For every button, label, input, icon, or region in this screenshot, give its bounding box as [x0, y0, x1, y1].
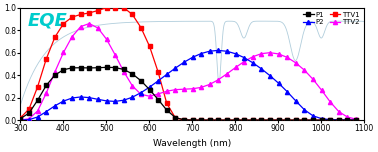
X-axis label: Wavelength (nm): Wavelength (nm)	[153, 139, 231, 148]
Legend: P1, P2, TTV1, TTV2: P1, P2, TTV1, TTV2	[302, 11, 361, 26]
Text: EQE: EQE	[27, 11, 67, 29]
